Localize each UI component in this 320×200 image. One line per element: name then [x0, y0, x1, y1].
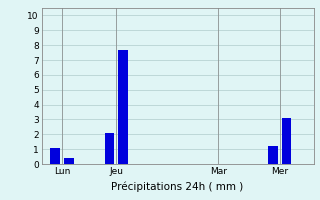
Bar: [105, 133, 114, 164]
Bar: [64, 158, 74, 164]
Bar: [118, 50, 128, 164]
X-axis label: Précipitations 24h ( mm ): Précipitations 24h ( mm ): [111, 181, 244, 192]
Bar: [51, 148, 60, 164]
Bar: [268, 146, 277, 164]
Bar: [282, 118, 291, 164]
